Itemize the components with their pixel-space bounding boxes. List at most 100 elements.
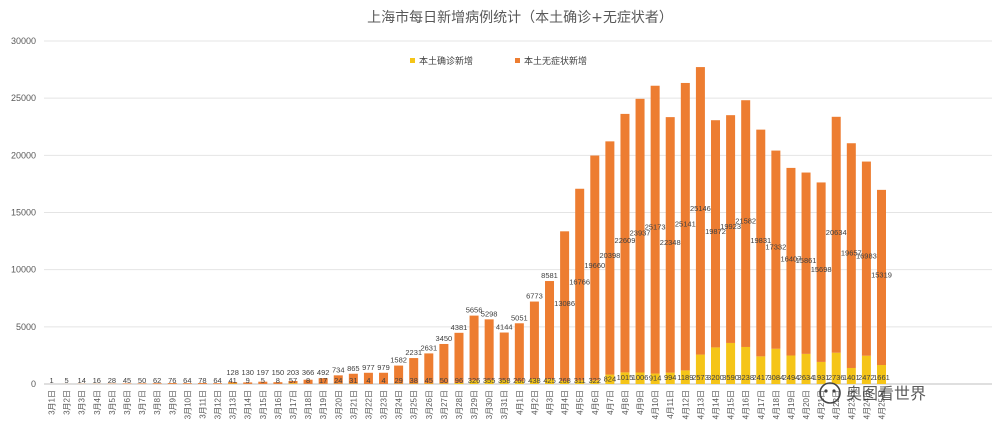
data-label-asymptomatic: 5656 xyxy=(466,306,483,315)
bar-asymptomatic xyxy=(605,141,615,375)
bar-asymptomatic xyxy=(213,383,223,384)
bar-asymptomatic xyxy=(379,372,389,384)
data-label-confirmed: 2417 xyxy=(752,373,769,382)
data-label-asymptomatic: 25141 xyxy=(675,220,696,229)
bar-confirmed xyxy=(665,372,675,384)
x-tick-label: 3月28日 xyxy=(455,390,464,419)
x-tick-label: 3月18日 xyxy=(304,390,313,419)
bar-asymptomatic xyxy=(771,150,781,349)
legend: 本土确诊新增 本土无症状新增 xyxy=(410,55,587,67)
bar-asymptomatic xyxy=(394,365,404,384)
data-label-bottom: 62 xyxy=(153,376,161,385)
bar-asymptomatic xyxy=(454,332,464,383)
data-label-bottom: 76 xyxy=(168,376,176,385)
data-label-asymptomatic: 25173 xyxy=(645,223,666,232)
bar-asymptomatic xyxy=(122,383,132,384)
data-label-bottom: 322 xyxy=(589,376,602,385)
data-label-asymptomatic: 15861 xyxy=(796,256,817,265)
bar-asymptomatic xyxy=(363,372,373,384)
bar-asymptomatic xyxy=(665,117,675,373)
data-label-confirmed: 3238 xyxy=(737,373,754,382)
data-label-asymptomatic: 4381 xyxy=(451,323,468,332)
data-label-bottom: 45 xyxy=(123,376,131,385)
x-tick-label: 3月17日 xyxy=(289,390,298,419)
data-label-asymptomatic: 979 xyxy=(377,363,390,372)
x-tick-label: 3月23日 xyxy=(380,390,389,419)
bar-asymptomatic xyxy=(303,379,313,384)
x-tick-label: 3月5日 xyxy=(108,390,117,415)
y-tick-label: 20000 xyxy=(11,150,36,160)
x-tick-label: 3月2日 xyxy=(63,390,72,415)
data-label-asymptomatic: 5051 xyxy=(511,313,528,322)
y-tick-label: 25000 xyxy=(11,93,36,103)
bar-asymptomatic xyxy=(876,189,886,366)
bar-asymptomatic xyxy=(801,172,811,354)
bar-confirmed xyxy=(831,352,841,384)
data-label-bottom: 8 xyxy=(276,376,280,385)
wechat-icon xyxy=(819,382,841,404)
x-tick-label: 4月1日 xyxy=(515,390,524,415)
data-label-bottom: 358 xyxy=(498,376,511,385)
bar-asymptomatic xyxy=(409,358,419,384)
bar-confirmed xyxy=(424,383,434,384)
data-label-asymptomatic: 734 xyxy=(332,365,345,374)
bar-asymptomatic xyxy=(318,378,328,384)
data-label-bottom: 5 xyxy=(65,376,69,385)
x-tick-label: 4月14日 xyxy=(712,390,721,419)
data-label-bottom: 17 xyxy=(319,376,327,385)
bar-asymptomatic xyxy=(529,301,539,379)
data-label-asymptomatic: 197 xyxy=(257,368,270,377)
data-label-confirmed: 2494 xyxy=(783,373,800,382)
x-tick-label: 4月18日 xyxy=(772,390,781,419)
data-labels: 1 5 14 16 28 45 50 62 76 64 78 64 411289130519781505… xyxy=(49,204,891,385)
bar-asymptomatic xyxy=(499,332,509,380)
data-label-asymptomatic: 128 xyxy=(226,368,239,377)
data-label-bottom: 14 xyxy=(78,376,86,385)
data-label-confirmed: 824 xyxy=(604,375,617,384)
x-tick-label: 3月27日 xyxy=(440,390,449,419)
data-label-bottom: 8 xyxy=(306,376,310,385)
bar-asymptomatic xyxy=(469,315,479,381)
bar-confirmed xyxy=(726,342,736,384)
bar-confirmed xyxy=(695,354,705,384)
bar-asymptomatic xyxy=(514,323,524,382)
data-label-bottom: 38 xyxy=(410,376,418,385)
legend-label-confirmed: 本土确诊新增 xyxy=(419,55,473,67)
data-label-bottom: 41 xyxy=(228,376,236,385)
bar-asymptomatic xyxy=(560,231,570,381)
x-tick-label: 4月25日 xyxy=(877,390,886,419)
watermark-text: 奥图看世界 xyxy=(846,384,926,403)
data-label-bottom: 326 xyxy=(468,376,481,385)
bar-asymptomatic xyxy=(167,383,177,384)
bar-confirmed xyxy=(680,370,690,384)
data-label-confirmed: 2736 xyxy=(828,373,845,382)
data-label-asymptomatic: 20634 xyxy=(826,228,847,237)
data-label-bottom: 268 xyxy=(558,376,571,385)
data-label-confirmed: 2634 xyxy=(798,373,815,382)
bar-asymptomatic xyxy=(333,375,343,384)
x-tick-label: 3月14日 xyxy=(244,390,253,419)
bar-asymptomatic xyxy=(756,129,766,357)
data-label-confirmed: 914 xyxy=(649,374,662,383)
x-tick-label: 4月9日 xyxy=(636,390,645,415)
chart-title: 上海市每日新增病例统计（本土确诊+无症状者） xyxy=(367,9,673,26)
bar-confirmed xyxy=(469,380,479,384)
data-label-asymptomatic: 865 xyxy=(347,364,360,373)
data-label-confirmed: 3200 xyxy=(707,373,724,382)
gridlines xyxy=(44,40,992,385)
x-tick-label: 4月12日 xyxy=(681,390,690,419)
x-tick-label: 3月22日 xyxy=(364,390,373,419)
data-label-bottom: 9 xyxy=(246,376,250,385)
bar-confirmed xyxy=(771,348,781,384)
data-label-asymptomatic: 19657 xyxy=(841,249,862,258)
bar-asymptomatic xyxy=(484,319,494,380)
data-label-confirmed: 3590 xyxy=(722,373,739,382)
data-label-bottom: 64 xyxy=(183,376,191,385)
bar-confirmed xyxy=(861,355,871,384)
bar-asymptomatic xyxy=(545,281,555,380)
x-tick-label: 4月11日 xyxy=(666,390,675,419)
x-tick-label: 4月22日 xyxy=(832,390,841,419)
data-label-asymptomatic: 22609 xyxy=(615,236,636,245)
bar-confirmed xyxy=(560,380,570,384)
